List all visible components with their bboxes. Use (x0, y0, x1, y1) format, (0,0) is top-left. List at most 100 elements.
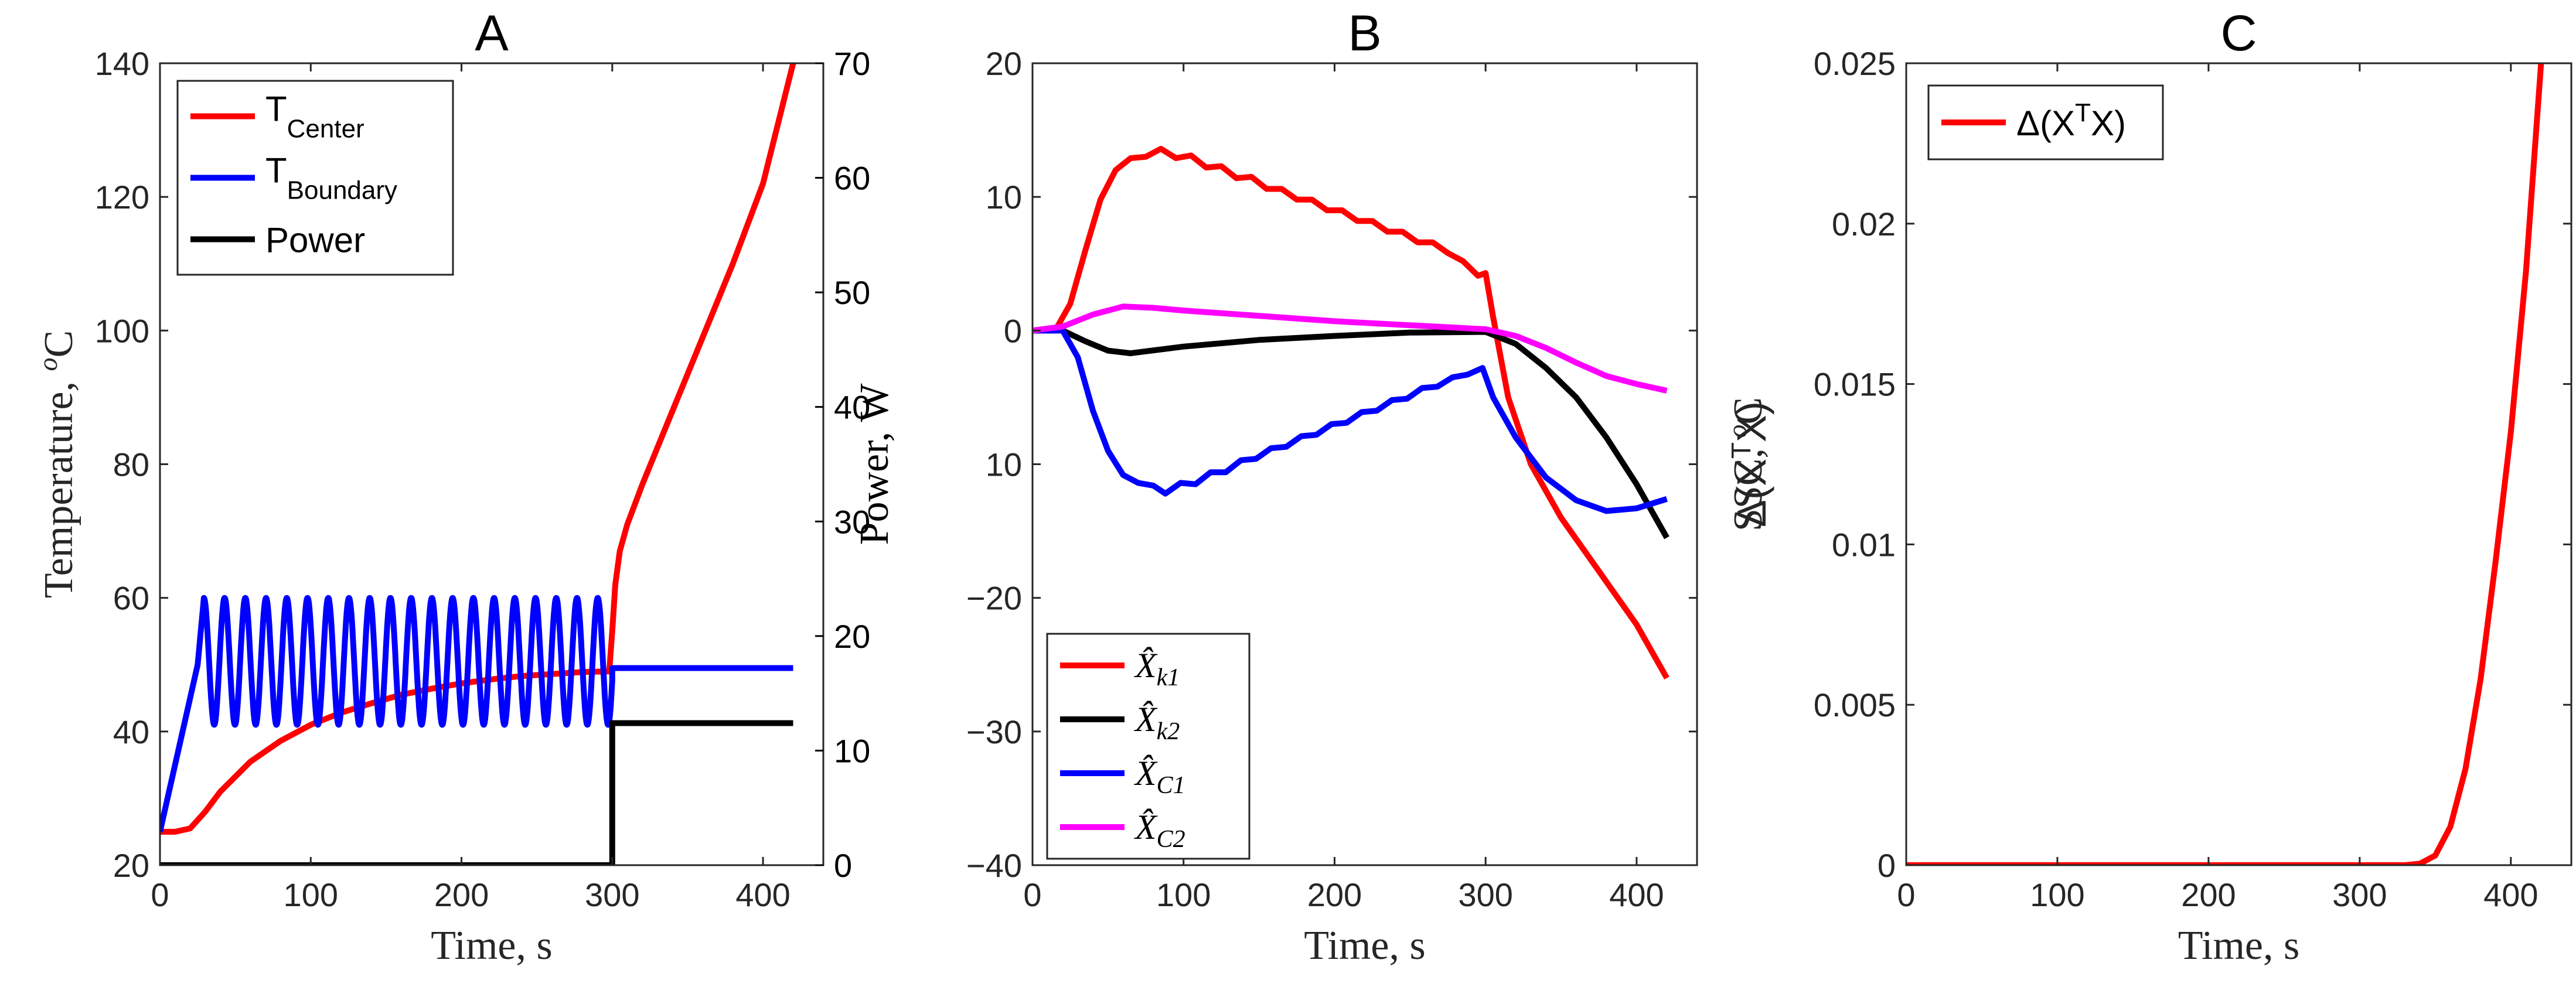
legend-label: TCenter (265, 90, 364, 144)
y-tick-label: 0 (1878, 847, 1896, 884)
y-axis-label-text: SSC, (1726, 438, 1771, 532)
y-tick-label: −40 (966, 847, 1022, 884)
y-tick-label: 60 (113, 580, 149, 617)
y-tick-label: −30 (966, 713, 1022, 750)
x-tick-label: 300 (585, 876, 639, 913)
panel-a: 0 100 200 300 400 20 40 60 80 100 120 140 0 10 20 30 40 5… (33, 5, 897, 968)
y-axis-label-text: Temperature, (36, 371, 81, 599)
legend-label-sup: T (2075, 98, 2091, 127)
series-line-k1 (1033, 146, 1669, 680)
legend-label: X̂C1 (1134, 754, 1185, 799)
y-tick-label: 140 (95, 45, 149, 82)
plot-area (1906, 63, 2544, 865)
x-tick-label: 0 (1897, 876, 1915, 913)
y-tick-label: 10 (986, 446, 1022, 483)
y-axis-label: Temperature, oC (33, 330, 81, 598)
y-axis-label: SSC, oC (1722, 397, 1771, 531)
y-tick-label: 0.025 (1814, 45, 1896, 82)
series-line-c2 (1033, 303, 1668, 394)
legend-label: X̂k1 (1134, 646, 1180, 691)
y-tick-label: 120 (95, 179, 149, 216)
axes-frame (1905, 62, 2572, 866)
panel-c: 0 100 200 300 400 0 0.005 0.01 0.015 0.02 0.025 C Ti… (1726, 5, 2572, 968)
x-tick-label: 200 (1307, 876, 1362, 913)
x-axis-label: Time, s (2178, 923, 2300, 968)
x-tick-label: 200 (434, 876, 489, 913)
legend-label-tail: X) (2091, 104, 2126, 143)
x-tick-label: 400 (1609, 876, 1664, 913)
legend-label: X̂k2 (1134, 700, 1180, 745)
y-tick-label: 40 (113, 713, 149, 750)
panel-title: B (1348, 5, 1381, 62)
x-tick-label: 100 (2030, 876, 2084, 913)
panel-title: A (475, 5, 509, 62)
legend-label-main: X̂ (1134, 646, 1158, 685)
y-tick-label: −20 (966, 580, 1022, 617)
x-tick-label: 0 (1023, 876, 1041, 913)
x-tick-label: 100 (1156, 876, 1211, 913)
legend-label-main: X̂ (1134, 808, 1158, 846)
legend-label-main: T (265, 151, 287, 190)
y-axis-label-tail: X) (1729, 401, 1774, 442)
y-tick-label: 20 (986, 45, 1022, 82)
y2-tick-label: 60 (834, 160, 870, 197)
x-tick-label: 400 (2483, 876, 2538, 913)
y-axis-label-main: Δ(X (1729, 459, 1774, 527)
legend-label-sub: C1 (1157, 772, 1185, 799)
legend-label: Δ(XTX) (2016, 98, 2126, 143)
x-tick-label: 100 (284, 876, 338, 913)
y-tick-label: 0.005 (1814, 687, 1896, 723)
y2-tick-label: 70 (834, 45, 870, 82)
y-axis-label-degree: o (33, 358, 63, 371)
y2-tick-label: 40 (834, 389, 870, 426)
x-tick-label: 300 (1458, 876, 1512, 913)
legend-label-main: Δ(X (2016, 104, 2075, 143)
y-tick-label: 0.01 (1832, 526, 1896, 563)
y-axis-label-unit: C (36, 330, 81, 358)
y2-axis-label: Power, W (852, 384, 897, 545)
y2-tick-label: 10 (834, 732, 870, 769)
series-line-power (160, 720, 793, 865)
y-tick-label: 0.02 (1832, 206, 1896, 243)
y-axis-label-sup: T (1726, 442, 1756, 459)
legend-label: X̂C2 (1134, 808, 1185, 853)
legend-label: Power (265, 221, 365, 260)
legend-label-sub: k1 (1157, 664, 1180, 691)
legend-label-sub: Center (287, 115, 364, 144)
legend-label: TBoundary (265, 151, 397, 205)
y-tick-label: 0 (1004, 312, 1022, 349)
panel-title: C (2220, 5, 2257, 62)
legend: Δ(XTX) (1927, 84, 2164, 160)
y-tick-label: 10 (986, 179, 1022, 216)
y2-tick-label: 50 (834, 274, 870, 311)
plot-area (160, 63, 796, 865)
y-tick-label: 100 (95, 312, 149, 349)
legend-label-main: X̂ (1134, 754, 1158, 793)
y-tick-label: 80 (113, 446, 149, 483)
y-axis-label-unit: C (1726, 397, 1771, 425)
y2-tick-label: 0 (834, 847, 852, 884)
y-tick-label: 0.015 (1814, 366, 1896, 403)
legend: X̂k1X̂k2X̂C1X̂C2 (1046, 633, 1250, 860)
x-tick-label: 0 (151, 876, 169, 913)
y2-tick-label: 20 (834, 618, 870, 655)
x-tick-label: 200 (2181, 876, 2236, 913)
y2-tick-label: 30 (834, 503, 870, 540)
plot-area (1033, 146, 1669, 680)
legend-box (1046, 633, 1250, 860)
series-line-δ(x (1906, 63, 2544, 865)
x-tick-label: 300 (2332, 876, 2387, 913)
y-axis-label-degree: o (1722, 425, 1752, 438)
series-line-boundary (160, 595, 793, 833)
series-line-k2 (1033, 327, 1669, 539)
x-axis-label: Time, s (431, 923, 553, 968)
legend-label-sub: Boundary (287, 176, 397, 205)
y-tick-label: 20 (113, 847, 149, 884)
legend-label-main: X̂ (1134, 700, 1158, 739)
y-axis-label: Δ(XTX) (1726, 401, 1774, 527)
legend-label-sub: C2 (1157, 826, 1185, 853)
legend-label-main: T (265, 90, 287, 129)
